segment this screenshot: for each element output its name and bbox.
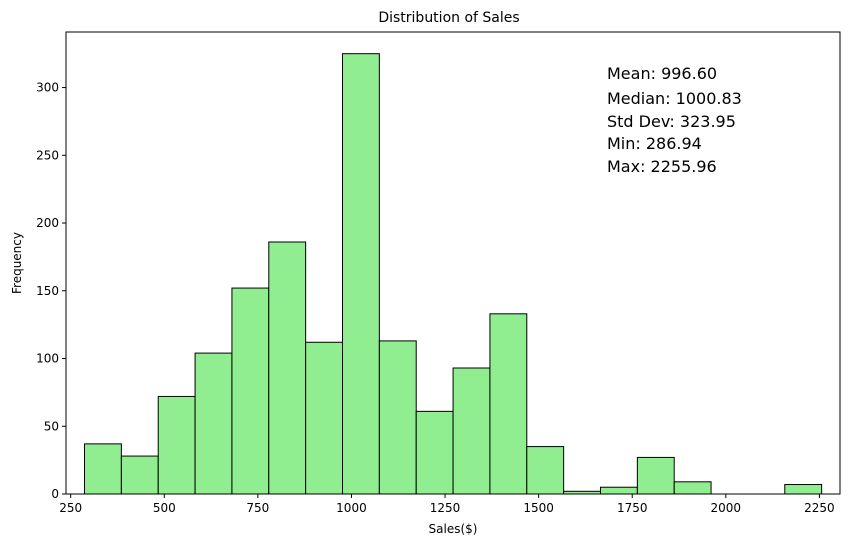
y-tick-label: 50: [44, 419, 59, 433]
histogram-bar: [673, 481, 712, 495]
y-tick-label: 0: [51, 487, 59, 501]
stat-median: Median: 1000.83: [607, 89, 742, 108]
histogram-bar: [194, 352, 233, 495]
y-axis-title: Frequency: [10, 232, 24, 294]
x-tick-label: 1750: [617, 501, 648, 515]
x-tick-label: 1500: [523, 501, 554, 515]
histogram-bar: [599, 486, 638, 495]
x-tick-label: 1250: [430, 501, 461, 515]
summary-stats-annotation: Mean: 996.60 Median: 1000.83 Std Dev: 32…: [607, 64, 742, 176]
histogram-bar: [120, 455, 159, 495]
x-tick-label: 250: [59, 501, 82, 515]
y-tick-label: 150: [36, 284, 59, 298]
histogram-bar: [452, 367, 491, 495]
x-tick-label: 1000: [336, 501, 367, 515]
histogram-bar: [489, 313, 528, 495]
histogram-bar: [784, 484, 823, 495]
histogram-bars: [84, 53, 823, 495]
chart-title: Distribution of Sales: [378, 10, 519, 26]
histogram-bar: [231, 287, 270, 495]
stat-std-dev: Std Dev: 323.95: [607, 112, 736, 131]
plot-area-frame: [65, 31, 841, 495]
x-tick-label: 500: [153, 501, 176, 515]
stat-min: Min: 286.94: [607, 134, 702, 153]
histogram-bar: [415, 410, 454, 495]
histogram-bar: [636, 456, 675, 495]
stat-mean: Mean: 996.60: [607, 64, 717, 83]
x-tick-label: 2000: [711, 501, 742, 515]
y-tick-label: 300: [36, 81, 59, 95]
histogram-bar: [342, 53, 380, 495]
histogram-bar: [268, 241, 307, 495]
y-tick-label: 100: [36, 352, 59, 366]
histogram-bar: [378, 340, 417, 495]
y-tick-label: 200: [36, 216, 59, 230]
histogram-bar: [526, 446, 565, 495]
x-axis-ticks: 250 500 750 1000 1250 1500 1750 2000 2250: [59, 494, 835, 515]
x-axis-title: Sales($): [429, 522, 478, 536]
histogram-bar: [305, 341, 344, 495]
x-tick-label: 750: [246, 501, 269, 515]
stat-max: Max: 2255.96: [607, 157, 717, 176]
y-axis-ticks: 0 50 100 150 200 250 300: [36, 81, 66, 501]
y-tick-label: 250: [36, 148, 59, 162]
histogram-bar: [84, 443, 122, 495]
histogram-bar: [157, 395, 196, 495]
x-tick-label: 2250: [804, 501, 835, 515]
